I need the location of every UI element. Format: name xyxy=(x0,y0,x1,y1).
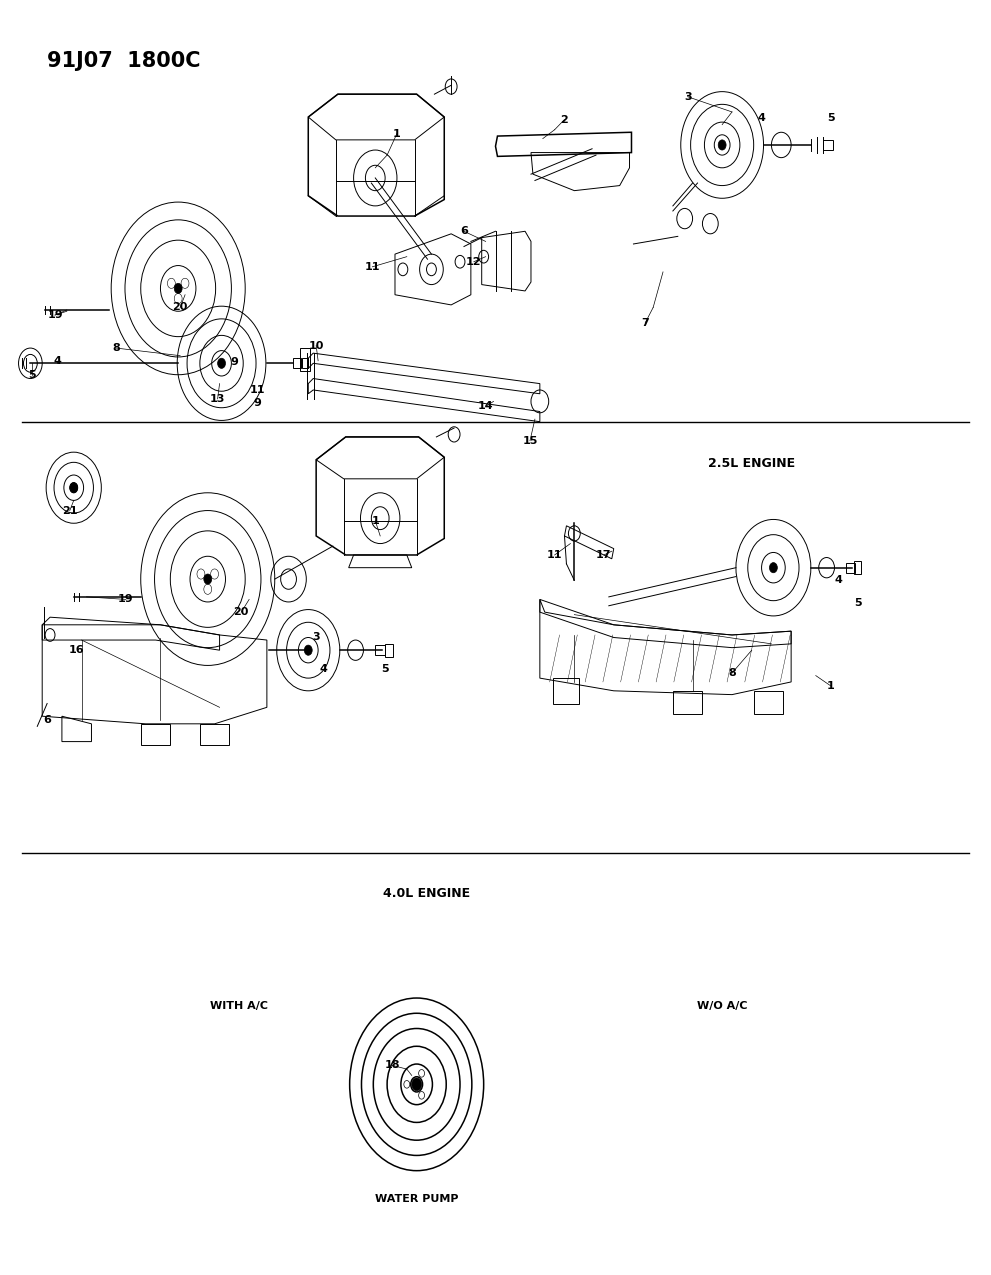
Text: 15: 15 xyxy=(522,436,538,446)
Text: 8: 8 xyxy=(112,343,120,353)
Circle shape xyxy=(411,1077,421,1090)
Text: 20: 20 xyxy=(234,607,249,617)
Text: 5: 5 xyxy=(826,113,834,124)
Circle shape xyxy=(718,140,726,150)
Text: 10: 10 xyxy=(308,340,324,351)
Text: 7: 7 xyxy=(641,317,649,328)
Text: 11: 11 xyxy=(250,385,265,395)
Text: 4.0L ENGINE: 4.0L ENGINE xyxy=(383,887,470,900)
Text: 3: 3 xyxy=(312,632,320,643)
Circle shape xyxy=(204,574,212,584)
Text: 6: 6 xyxy=(44,715,52,725)
Text: 9: 9 xyxy=(231,357,238,367)
Bar xyxy=(302,358,308,368)
Text: 6: 6 xyxy=(460,226,468,236)
Circle shape xyxy=(304,645,312,655)
Text: 5: 5 xyxy=(854,598,862,608)
Circle shape xyxy=(769,562,777,572)
Text: WATER PUMP: WATER PUMP xyxy=(375,1193,459,1204)
Bar xyxy=(823,140,832,150)
Bar xyxy=(854,561,861,574)
Text: 5: 5 xyxy=(29,370,36,380)
Bar xyxy=(385,644,393,657)
Text: 91J07  1800C: 91J07 1800C xyxy=(48,51,200,71)
Text: 1: 1 xyxy=(372,515,380,525)
Text: 8: 8 xyxy=(728,668,736,678)
Text: 5: 5 xyxy=(382,664,388,674)
Text: 4: 4 xyxy=(319,664,327,674)
Bar xyxy=(846,562,855,572)
Text: 4: 4 xyxy=(54,356,60,366)
Text: 14: 14 xyxy=(478,402,494,412)
Text: WITH A/C: WITH A/C xyxy=(210,1001,269,1011)
Bar xyxy=(293,358,301,368)
Text: 19: 19 xyxy=(48,310,62,320)
Text: 9: 9 xyxy=(253,398,261,408)
Text: 12: 12 xyxy=(466,256,482,266)
Text: 20: 20 xyxy=(172,302,188,312)
Text: 2: 2 xyxy=(561,115,569,125)
Bar xyxy=(300,348,310,371)
Circle shape xyxy=(218,358,226,368)
Text: 11: 11 xyxy=(547,550,562,560)
Text: 16: 16 xyxy=(68,645,84,655)
Text: 19: 19 xyxy=(118,594,134,604)
Text: 1: 1 xyxy=(393,129,400,139)
Text: 21: 21 xyxy=(62,506,77,515)
Text: 1: 1 xyxy=(826,681,834,691)
Text: 17: 17 xyxy=(597,550,611,560)
Circle shape xyxy=(69,483,77,492)
Text: 11: 11 xyxy=(365,261,381,272)
Text: 4: 4 xyxy=(758,113,765,124)
Text: W/O A/C: W/O A/C xyxy=(697,1001,747,1011)
Text: 4: 4 xyxy=(834,575,842,585)
Text: 3: 3 xyxy=(684,92,692,102)
Text: 2.5L ENGINE: 2.5L ENGINE xyxy=(709,456,796,470)
Circle shape xyxy=(174,283,182,293)
Bar xyxy=(376,645,385,655)
Text: 18: 18 xyxy=(385,1061,399,1070)
Text: 13: 13 xyxy=(210,394,225,404)
